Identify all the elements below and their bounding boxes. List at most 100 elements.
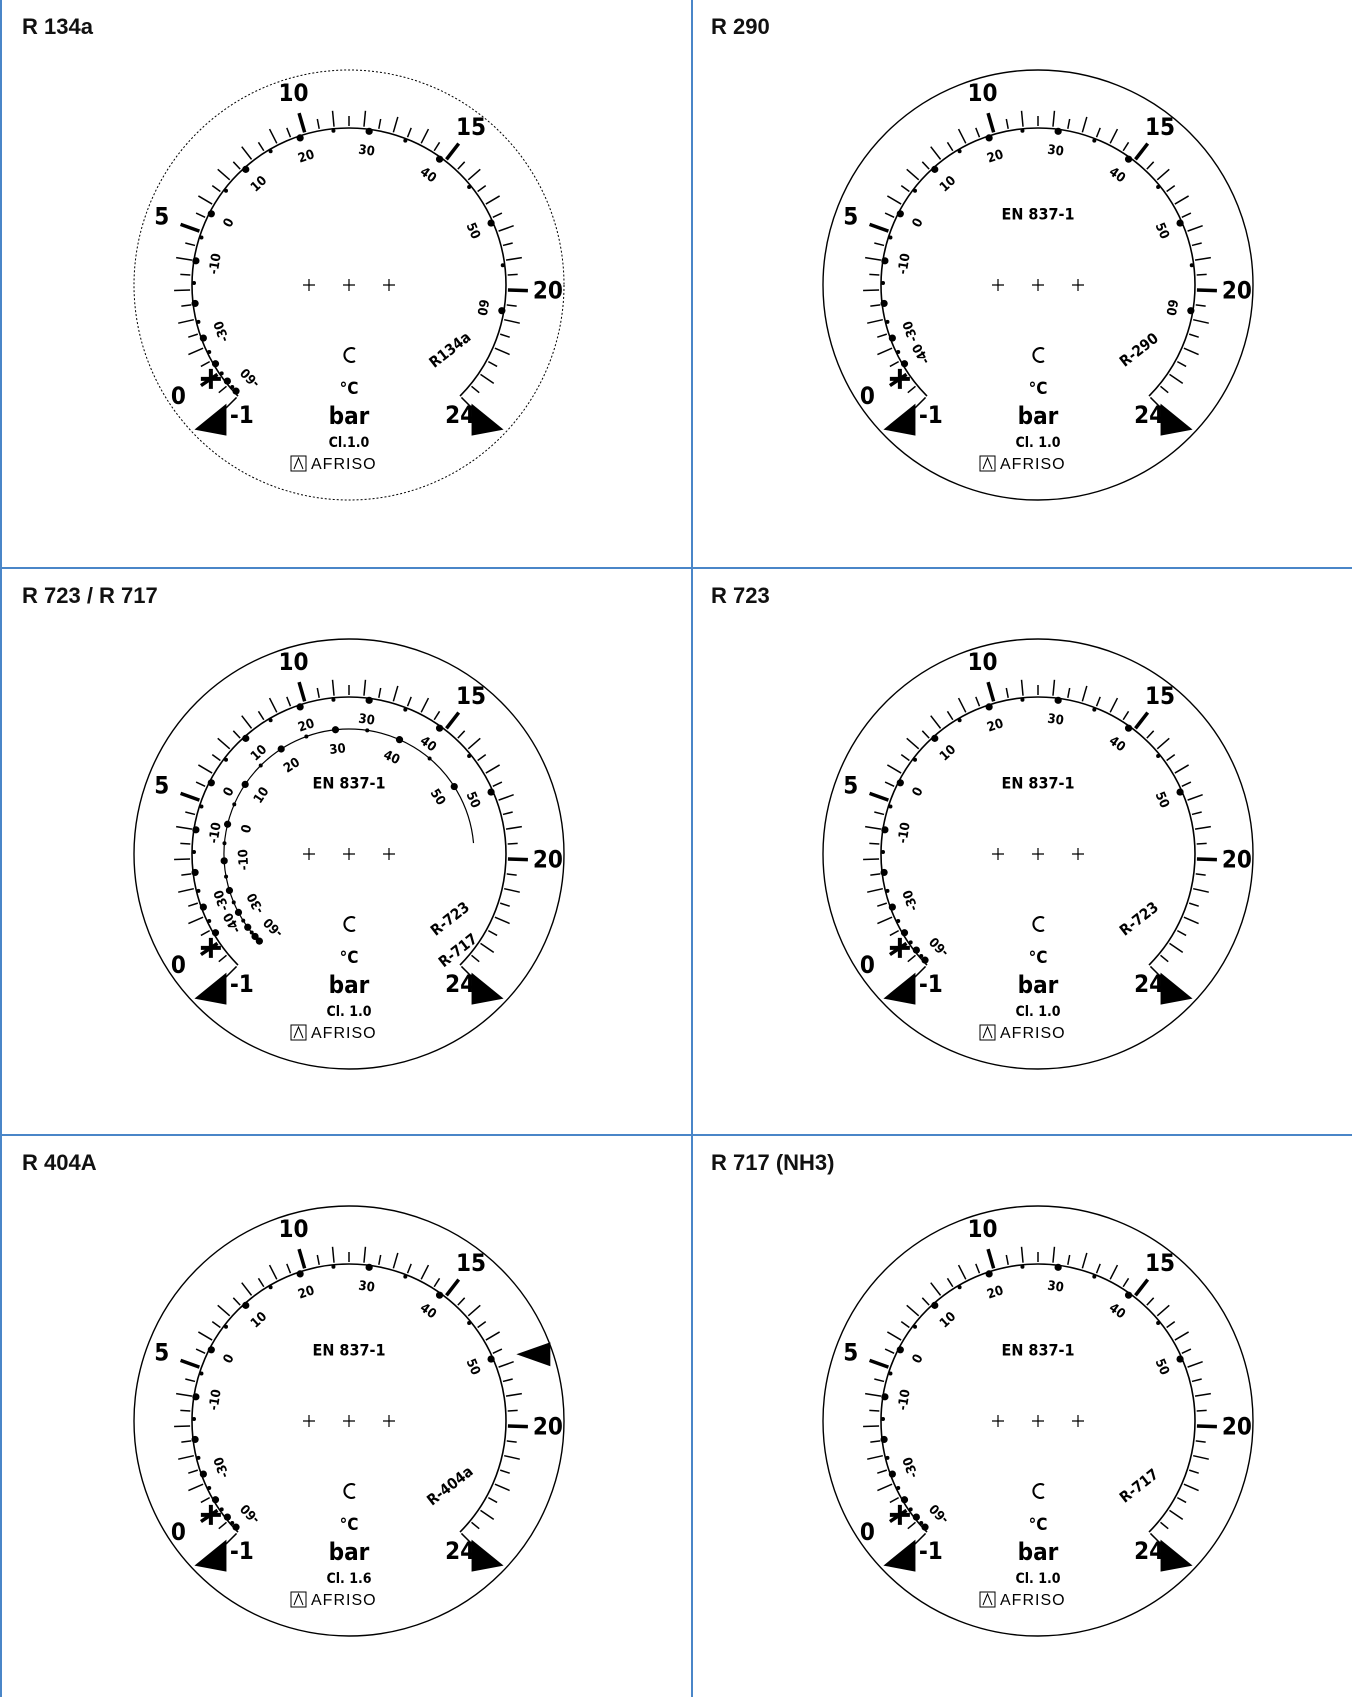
bar-tick (1149, 396, 1163, 410)
bar-tick (1081, 685, 1088, 702)
pressure-label-10: 10 (967, 648, 997, 676)
grid-divider-horizontal-2 (2, 1134, 1352, 1136)
bar-tick (863, 1425, 880, 1428)
bar-tick (865, 256, 882, 261)
bar-tick (445, 142, 461, 161)
temp-dot (331, 1264, 336, 1269)
refrigerant-label: R-723 (1116, 898, 1162, 939)
bar-tick (930, 1282, 942, 1296)
temp-dot (908, 1507, 913, 1512)
temp-dot (223, 1324, 228, 1329)
accuracy-class: Cl.1.0 (329, 435, 370, 451)
temp-dot (211, 360, 220, 368)
bar-tick (913, 1532, 927, 1546)
bar-tick (507, 288, 528, 293)
pressure-label-5: 5 (154, 203, 169, 231)
temp-dot (921, 1523, 929, 1531)
bar-tick (487, 360, 498, 368)
accuracy-class: Cl. 1.0 (1015, 435, 1060, 451)
temp-label: 0 (221, 216, 238, 230)
pressure-label-10: 10 (967, 79, 997, 107)
temp-dot (223, 1513, 231, 1521)
pressure-label-minus1: -1 (919, 1537, 943, 1565)
gauge-panel: R 134a -1 0 5 10 15 20 24 -60 -30 -10 0 10 20 30 40 50 60… (2, 0, 689, 565)
bar-tick (494, 916, 510, 925)
bar-tick (480, 373, 495, 384)
min-limit-marker (883, 1539, 916, 1572)
grid-divider-vertical (691, 0, 693, 1697)
bar-tick (506, 873, 517, 876)
temp-dot (985, 134, 993, 142)
bar-tick (1156, 168, 1170, 181)
bar-tick (195, 781, 206, 787)
gauge-panel: R 404A -1 0 5 10 15 20 24 -60 -30 -10 0 10 20 30 40 50 R-… (2, 1136, 689, 1701)
temp-label: 30 (1047, 712, 1065, 729)
temperature-unit: °C (1029, 948, 1048, 968)
temp-label: -30 (211, 319, 232, 344)
bar-tick (185, 1378, 196, 1383)
temp-label: 50 (463, 790, 483, 811)
bar-tick (986, 1248, 996, 1269)
grid-divider-horizontal-1 (2, 567, 1352, 569)
temp-dot (896, 779, 904, 787)
bar-tick (433, 710, 441, 721)
refrigerant-label: R-717 (1116, 1465, 1162, 1506)
pressure-label-10: 10 (278, 1215, 308, 1243)
temp-dot (220, 857, 228, 865)
temp-label: 10 (937, 1309, 959, 1331)
bar-tick (445, 711, 461, 730)
temp-dot (435, 1291, 444, 1299)
temp-label: 50 (463, 1357, 483, 1378)
bar-tick (499, 1469, 510, 1474)
temp-dot (1176, 788, 1184, 796)
temp-dot (207, 919, 212, 924)
temp-dot (199, 903, 207, 911)
bar-tick (870, 304, 881, 307)
temp-dot (931, 165, 939, 173)
temp-label: 0 (221, 785, 238, 799)
temp-dot (331, 726, 340, 734)
bar-tick (457, 1297, 466, 1306)
temp-dot (1020, 697, 1025, 702)
standard-label: EN 837-1 (313, 774, 386, 793)
temp-dot (223, 188, 228, 193)
bar-tick (363, 110, 367, 127)
temp-dot (487, 1355, 495, 1363)
bar-tick (877, 1483, 893, 1492)
bar-tick (378, 687, 382, 698)
temp-dot (487, 219, 495, 227)
dial-outline (822, 1205, 1254, 1637)
bar-tick (502, 1378, 513, 1383)
bar-tick (331, 110, 335, 127)
pressure-label-24: 24 (1134, 401, 1164, 429)
bar-tick (1122, 141, 1130, 152)
dial-outline (822, 69, 1254, 501)
pressure-label-0: 0 (860, 1518, 875, 1546)
bar-tick (865, 1392, 882, 1397)
center-cross (303, 279, 315, 291)
max-limit-marker (471, 972, 504, 1005)
brand-label: AFRISO (311, 1025, 377, 1042)
bar-tick (487, 1496, 498, 1504)
bar-tick (507, 857, 528, 862)
bar-tick (1067, 1254, 1071, 1265)
refrigerant-label: R134a (426, 328, 475, 372)
brand-label: AFRISO (1000, 1025, 1066, 1042)
bar-tick (257, 1277, 265, 1288)
bar-tick (505, 825, 522, 830)
bar-tick (174, 289, 191, 292)
bar-tick (906, 168, 920, 181)
bar-tick (241, 715, 253, 729)
bar-tick (921, 161, 930, 170)
bar-tick (1109, 697, 1119, 713)
bar-tick (930, 146, 942, 160)
temp-dot (881, 826, 889, 834)
bar-tick (1196, 842, 1207, 845)
afriso-logo-mark (293, 1592, 304, 1606)
temp-dot (219, 371, 224, 376)
temp-label: 0 (221, 1352, 238, 1366)
center-cross (343, 279, 355, 291)
temp-dot (365, 1263, 373, 1271)
bar-tick (889, 929, 900, 937)
